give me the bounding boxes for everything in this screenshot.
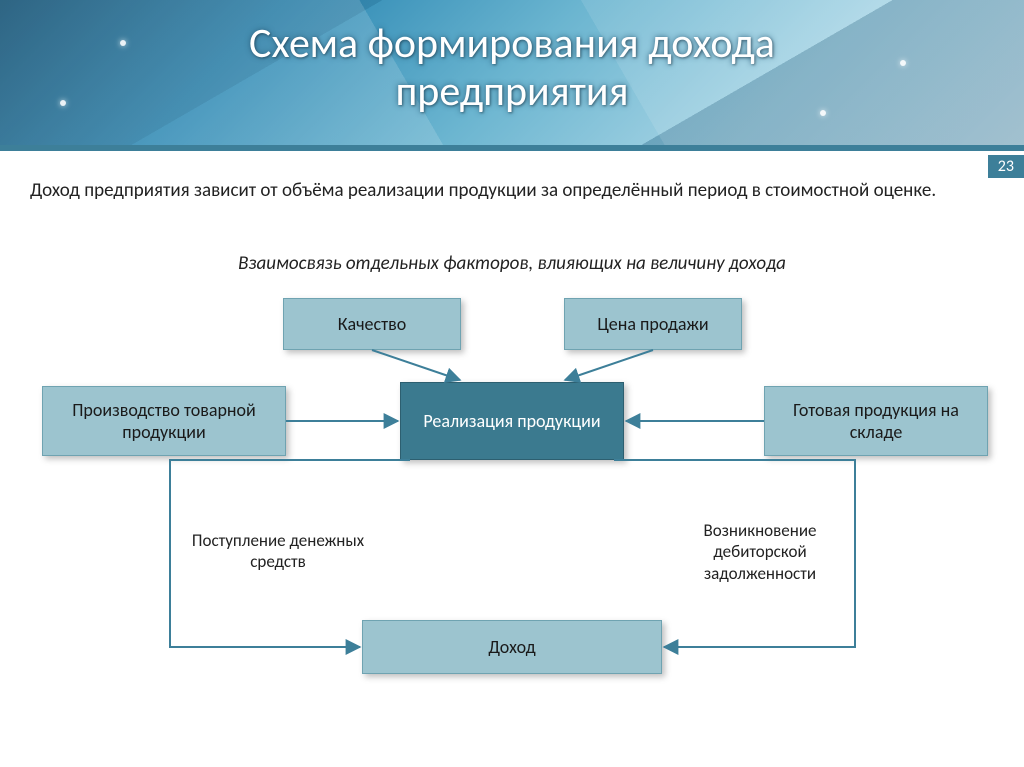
slide-header: Схема формирования дохода предприятия [0,0,1024,145]
slide-title: Схема формирования дохода предприятия [0,20,1024,117]
node-stock: Готовая продукция на складе [764,386,988,456]
title-line-1: Схема формирования дохода [249,18,775,69]
node-price: Цена продажи [564,298,742,350]
node-income: Доход [362,620,662,674]
title-line-2: предприятия [395,66,628,117]
edge-label-right: Возникновение дебиторской задолженности [660,520,860,584]
intro-text: Доход предприятия зависит от объёма реал… [30,178,990,204]
diagram-subtitle: Взаимосвязь отдельных факторов, влияющих… [0,252,1024,275]
node-quality: Качество [283,298,461,350]
edge-label-left: Поступление денежных средств [188,530,368,573]
node-production: Производство товарной продукции [42,386,286,456]
slide: Схема формирования дохода предприятия 23… [0,0,1024,767]
header-stripe [0,145,1024,151]
page-number: 23 [988,155,1024,178]
node-realization: Реализация продукции [400,382,624,460]
